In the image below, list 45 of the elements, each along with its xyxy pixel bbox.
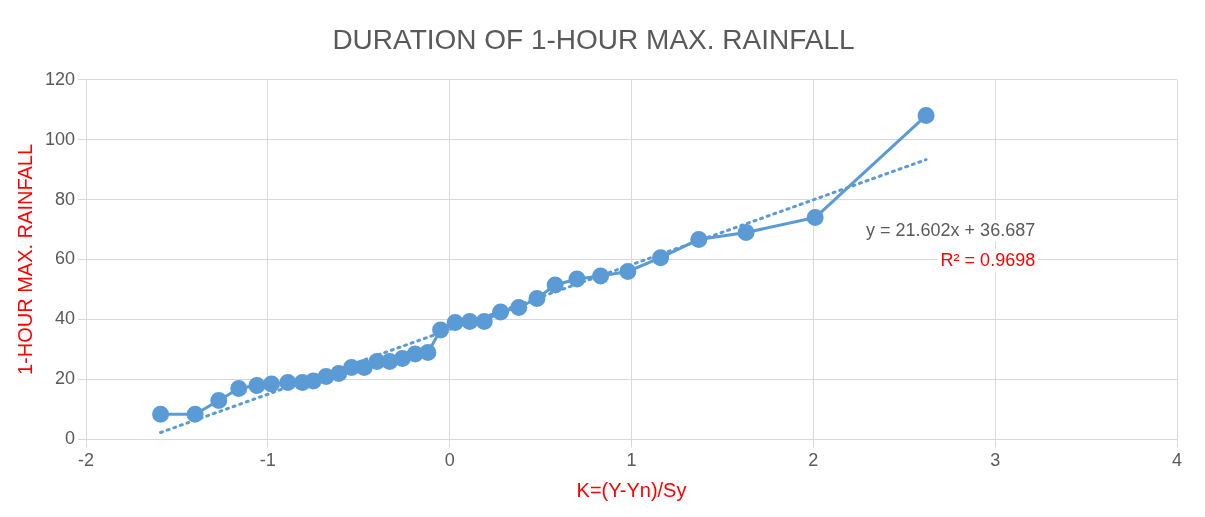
annotation: y = 21.602x + 36.687 <box>866 219 1036 240</box>
x-tick-label: -2 <box>78 450 95 471</box>
point <box>263 375 280 393</box>
x-tick-label: 4 <box>1171 450 1183 471</box>
point <box>432 321 450 339</box>
point <box>510 298 528 316</box>
point <box>592 267 610 285</box>
point <box>619 262 637 280</box>
point <box>737 224 755 242</box>
point <box>248 376 266 394</box>
y-tick-label: 100 <box>44 128 76 149</box>
y-tick-label: 60 <box>55 248 76 269</box>
y-tick-label: 120 <box>44 68 76 89</box>
y-tick-label: 0 <box>65 428 76 449</box>
point <box>419 343 437 361</box>
y-tick-label: 80 <box>55 188 76 209</box>
point <box>917 107 935 125</box>
point <box>546 276 564 294</box>
point <box>446 313 464 331</box>
x-tick-label: -1 <box>259 450 276 471</box>
point <box>186 405 204 423</box>
point <box>690 230 708 248</box>
point <box>652 249 670 267</box>
point <box>230 379 248 397</box>
point <box>279 373 297 391</box>
point <box>475 313 493 331</box>
point <box>152 405 170 423</box>
point <box>806 209 824 227</box>
point <box>210 391 228 409</box>
y-axis-title: 1-HOUR MAX. RAINFALL <box>13 143 36 376</box>
x-tick-label: 0 <box>444 450 455 471</box>
point <box>568 270 586 288</box>
point <box>492 303 510 321</box>
point <box>528 289 546 307</box>
point <box>461 313 479 331</box>
annotation: R² = 0.9698 <box>940 249 1036 270</box>
point <box>393 349 411 367</box>
x-tick-label: 3 <box>990 450 1001 471</box>
chart-title: DURATION OF 1-HOUR MAX. RAINFALL <box>332 23 855 55</box>
point <box>330 364 348 382</box>
x-axis-title: K=(Y-Yn)/Sy <box>576 478 687 501</box>
x-tick-label: 2 <box>808 450 819 471</box>
y-tick-label: 20 <box>55 368 76 389</box>
y-tick-label: 40 <box>55 308 76 329</box>
x-tick-label: 1 <box>626 450 637 471</box>
